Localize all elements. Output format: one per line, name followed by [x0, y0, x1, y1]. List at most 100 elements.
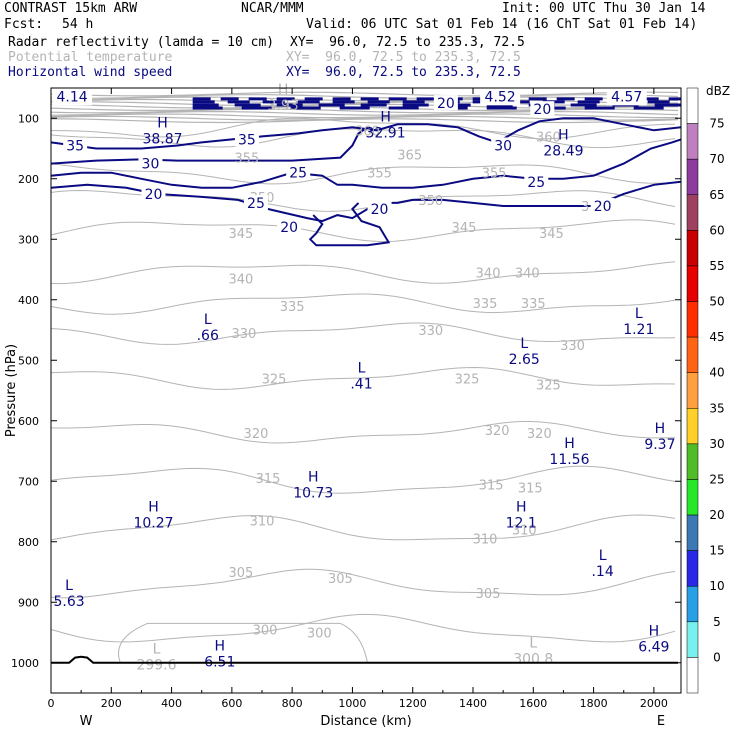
- wind-label: 20: [594, 199, 612, 215]
- extremum-high-marker: H: [215, 639, 226, 655]
- theta-upper-band-line: [50, 106, 678, 111]
- colorbar-swatch: [686, 265, 699, 302]
- theta-label: 330: [232, 327, 257, 342]
- theta-contour-345: [50, 219, 676, 243]
- theta-label: 360: [355, 124, 380, 139]
- theta-contour-365: [51, 117, 676, 140]
- wind-label: 20: [533, 102, 551, 118]
- y-tick-label: 400: [18, 294, 39, 307]
- theta-label: 345: [452, 221, 477, 236]
- extremum-high-marker: H: [148, 500, 159, 516]
- theta-label: 320: [485, 424, 510, 439]
- extremum-value: 9.37: [644, 437, 675, 453]
- colorbar-level-label: 5: [713, 615, 721, 629]
- wind-contour-1: [50, 126, 369, 165]
- extremum-value: 1.21: [623, 322, 654, 338]
- wind-label-bg: [234, 131, 259, 147]
- extremum-value: .66: [197, 328, 219, 344]
- wind-label: 20: [437, 96, 455, 112]
- wind-label-bg: [433, 95, 458, 111]
- top-value-label: 4.14: [57, 89, 88, 105]
- colorbar-level-label: 40: [709, 366, 724, 380]
- field-wind-name: Horizontal wind speed: [8, 65, 173, 80]
- extremum-low-marker: L: [358, 360, 366, 376]
- theta-label: 355: [235, 152, 260, 167]
- theta-label: 310: [473, 533, 498, 548]
- wind-contour-3: [50, 180, 682, 223]
- x-tick-label: 800: [282, 697, 303, 710]
- wind-label-bg: [277, 219, 302, 235]
- theta-upper-band-line: [50, 91, 679, 97]
- field-wind-xy: XY= 96.0, 72.5 to 235.3, 72.5: [286, 65, 521, 80]
- colorbar-level-label: 60: [709, 223, 724, 237]
- theta-upper-band-line: [50, 113, 678, 119]
- colorbar-level-label: 20: [709, 508, 724, 522]
- y-tick-label: 800: [18, 536, 39, 549]
- wind-label: 25: [289, 166, 307, 182]
- extremum-value: 3.93: [268, 98, 299, 114]
- extremum-value: 5.63: [54, 594, 85, 610]
- model-name: CONTRAST 15km ARW: [4, 1, 138, 16]
- theta-label: 340: [228, 273, 253, 288]
- y-tick-label: 300: [18, 233, 39, 246]
- extremum-low-marker: L: [153, 642, 161, 658]
- theta-label: 335: [280, 300, 305, 315]
- extremum-value: 38.87: [142, 131, 182, 147]
- extremum-value: .41: [350, 376, 372, 392]
- wind-label: 20: [145, 187, 163, 203]
- x-tick-label: 200: [101, 697, 122, 710]
- extremum-value: 12.1: [506, 516, 537, 532]
- field-theta-name: Potential temperature: [8, 50, 173, 65]
- wind-contour-0: [50, 117, 682, 150]
- theta-contour-320: [50, 421, 676, 444]
- colorbar-swatch: [686, 621, 699, 658]
- theta-contours: [50, 91, 679, 663]
- colorbar-swatch: [686, 372, 699, 409]
- extremum-value: 299.6: [136, 658, 176, 674]
- theta-label: 305: [476, 587, 501, 602]
- fcst-value: 54 h: [62, 17, 94, 32]
- wind-contours: [50, 97, 682, 247]
- theta-label: 315: [256, 472, 281, 487]
- theta-label: 305: [228, 566, 253, 581]
- theta-upper-band-line: [50, 96, 679, 102]
- extremum-value: 32.91: [366, 125, 406, 141]
- theta-label: 320: [527, 427, 552, 442]
- wind-label: 30: [494, 138, 512, 154]
- theta-label: 355: [482, 167, 507, 182]
- theta-upper-band-line: [50, 103, 679, 109]
- wind-label: 25: [247, 196, 265, 212]
- wind-label: 35: [66, 138, 84, 154]
- extremum-value: 2.65: [509, 352, 540, 368]
- theta-label: 310: [250, 515, 275, 530]
- west-label: W: [80, 714, 93, 729]
- theta-upper-band-line: [50, 108, 679, 114]
- theta-label: 325: [455, 372, 480, 387]
- plot-frame: [50, 87, 682, 694]
- extremum-high-marker: H: [380, 109, 391, 125]
- colorbar-swatch: [686, 657, 699, 694]
- extremum-high-marker: H: [564, 436, 575, 452]
- colorbar-level-label: 75: [709, 117, 724, 131]
- extremum-low-marker: L: [520, 336, 528, 352]
- theta-label: 350: [581, 200, 606, 215]
- wind-label: 30: [142, 157, 160, 173]
- x-tick-label: 400: [161, 697, 182, 710]
- extremum-low-marker: L: [599, 548, 607, 564]
- colorbar-swatch: [686, 158, 699, 196]
- colorbar-swatch: [686, 336, 699, 373]
- x-tick-label: 2000: [640, 697, 668, 710]
- theta-label: 305: [328, 572, 353, 587]
- theta-label: 330: [560, 339, 585, 354]
- colorbar-unit: dBZ: [706, 84, 730, 98]
- extremum-high-marker: H: [157, 115, 168, 131]
- theta-contour-360: [50, 128, 676, 149]
- colorbar-swatch: [686, 194, 699, 231]
- theta-contour-305: [50, 568, 676, 599]
- colorbar-level-label: 25: [709, 472, 724, 486]
- colorbar-level-label: 15: [709, 544, 724, 558]
- axes: 0 200 400 600 800 1000 1200 1400 1600 1800 2000 100…: [4, 87, 682, 729]
- theta-contour-340: [50, 261, 676, 285]
- extremum-value: 28.49: [543, 143, 583, 159]
